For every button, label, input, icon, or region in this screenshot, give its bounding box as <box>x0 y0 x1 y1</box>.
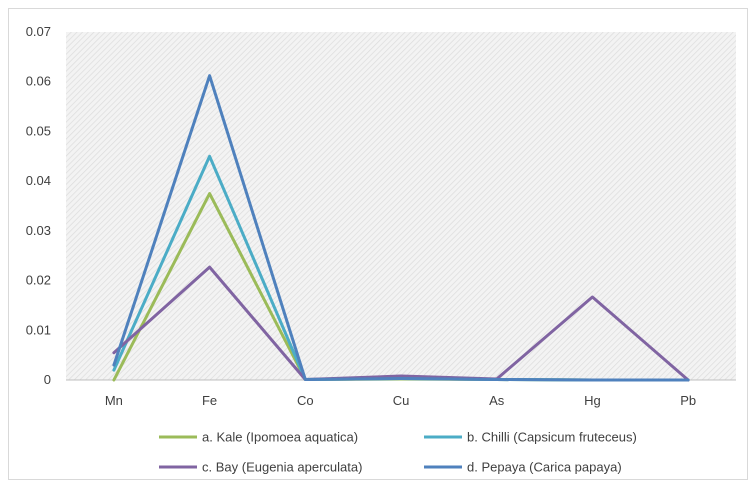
x-tick-label: As <box>489 393 505 408</box>
legend-label: b. Chilli (Capsicum fruteceus) <box>467 430 637 445</box>
x-tick-label: Co <box>297 393 314 408</box>
plot-area <box>66 32 736 380</box>
legend: a. Kale (Ipomoea aquatica) b. Chilli (Cap… <box>159 430 637 475</box>
x-tick-label: Pb <box>680 393 696 408</box>
y-tick-label: 0.07 <box>26 24 51 39</box>
y-tick-label: 0.06 <box>26 74 51 89</box>
x-tick-label: Mn <box>105 393 123 408</box>
x-tick-label: Hg <box>584 393 601 408</box>
x-tick-label: Fe <box>202 393 217 408</box>
legend-label: a. Kale (Ipomoea aquatica) <box>202 430 358 445</box>
series-lines <box>112 74 690 382</box>
x-tick-labels: Mn Fe Co Cu As Hg Pb <box>105 393 696 408</box>
series-line-4 <box>112 74 690 382</box>
chart-frame: 0 0.01 0.02 0.03 0.04 0.05 0.06 0.07 Mn Fe Co Cu As… <box>8 8 748 480</box>
y-tick-label: 0.01 <box>26 322 51 337</box>
y-tick-label: 0.02 <box>26 273 51 288</box>
x-tick-label: Cu <box>393 393 410 408</box>
y-tick-label: 0.03 <box>26 223 51 238</box>
legend-label: d. Pepaya (Carica papaya) <box>467 460 622 475</box>
y-tick-labels: 0 0.01 0.02 0.03 0.04 0.05 0.06 0.07 <box>26 24 51 387</box>
y-tick-label: 0.04 <box>26 173 51 188</box>
y-tick-label: 0.05 <box>26 123 51 138</box>
series-line-3 <box>112 265 690 382</box>
y-tick-label: 0 <box>44 372 51 387</box>
legend-label: c. Bay (Eugenia aperculata) <box>202 460 362 475</box>
line-chart: 0 0.01 0.02 0.03 0.04 0.05 0.06 0.07 Mn Fe Co Cu As… <box>26 24 736 475</box>
